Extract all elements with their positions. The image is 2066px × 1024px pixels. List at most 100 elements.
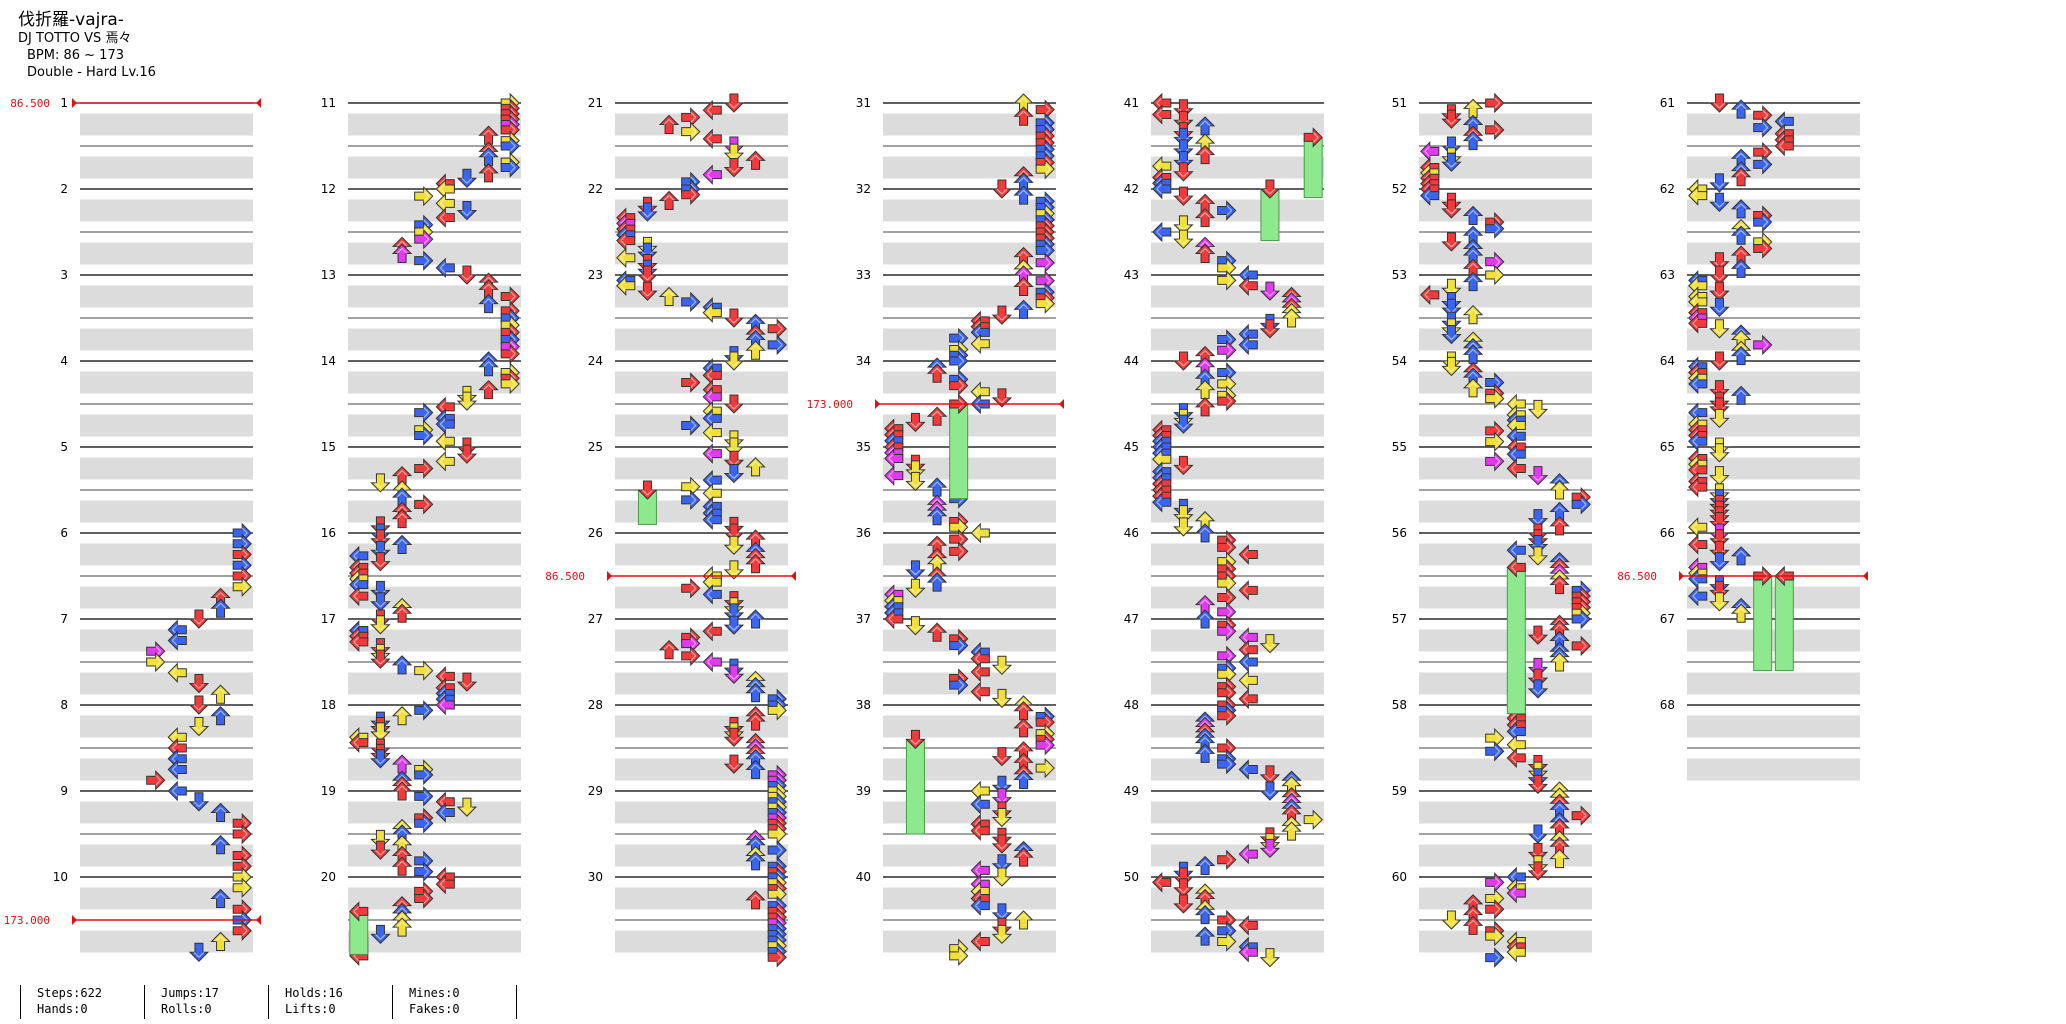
step-arrow [1013, 276, 1034, 296]
beat-shade [80, 715, 253, 738]
beat-shade [615, 414, 788, 437]
step-arrow [1709, 297, 1730, 317]
step-arrow [681, 372, 701, 393]
step-arrow [723, 93, 745, 113]
step-arrow [767, 947, 787, 968]
step-arrow [1485, 92, 1505, 114]
step-arrow [1013, 769, 1034, 790]
measure-number: 14 [321, 354, 336, 368]
beat-shade [883, 328, 1056, 351]
step-arrow [905, 578, 926, 598]
step-arrow [1688, 313, 1708, 334]
beat-shade [1419, 715, 1592, 738]
beat-shade [1419, 457, 1592, 480]
beat-shade [80, 586, 253, 609]
step-arrow [926, 406, 948, 426]
step-arrow [702, 621, 722, 642]
step-arrow [1173, 414, 1194, 434]
step-arrow [1506, 942, 1526, 963]
step-arrow [1709, 408, 1730, 429]
step-arrow [970, 931, 990, 952]
beat-shade [1151, 285, 1324, 308]
step-arrow [1259, 319, 1281, 339]
beat-shade [80, 328, 253, 351]
step-arrow [1281, 821, 1302, 841]
step-arrow [637, 202, 658, 222]
step-arrow [723, 615, 745, 635]
step-arrow [1462, 271, 1484, 292]
measure-number: 42 [1124, 182, 1139, 196]
step-arrow [658, 640, 680, 660]
step-arrow [1753, 211, 1773, 233]
chart-column-7: 61 62 63 64 65 66 67 68 [1660, 96, 1860, 781]
step-arrow [414, 888, 434, 909]
step-arrow [1462, 304, 1484, 325]
measure-number: 19 [321, 784, 336, 798]
measure-number: 32 [856, 182, 871, 196]
step-arrow [723, 308, 745, 328]
step-arrow [435, 431, 455, 452]
beat-shade [348, 844, 521, 867]
beat-shade [80, 887, 253, 910]
beat-shade [1419, 285, 1592, 308]
step-arrow [232, 877, 252, 898]
step-arrow [456, 444, 478, 464]
step-arrow [1152, 221, 1172, 243]
step-arrow [1462, 130, 1484, 151]
step-arrow [1462, 915, 1484, 935]
step-arrow [745, 554, 766, 574]
step-arrow [188, 717, 210, 737]
steps-count: Steps:622 [37, 986, 103, 1000]
beat-shade [883, 844, 1056, 867]
step-arrow [1238, 651, 1258, 673]
measure-number: 11 [321, 96, 336, 110]
beat-shade [348, 242, 521, 265]
measure-number: 58 [1392, 698, 1407, 712]
step-arrow [391, 917, 413, 937]
beat-shade [80, 285, 253, 308]
step-arrow [478, 357, 499, 377]
mines-count: Mines:0 [409, 986, 460, 1000]
step-arrow [1013, 847, 1034, 867]
step-arrow [500, 157, 520, 178]
measure-number: 40 [856, 870, 871, 884]
step-arrow [1485, 431, 1505, 452]
measure-number: 54 [1392, 354, 1407, 368]
step-arrow [1194, 144, 1216, 165]
step-arrow [1709, 93, 1730, 113]
step-arrow [1462, 378, 1484, 398]
step-arrow [949, 350, 969, 372]
beat-shade [615, 715, 788, 738]
step-arrow [1303, 809, 1323, 830]
chart-column-3: 21 22 23 24 25 26 27 28 29 30 [588, 96, 788, 953]
measure-number: 1 [60, 96, 68, 110]
beat-shade [1151, 457, 1324, 480]
step-arrow [1238, 275, 1258, 296]
beat-shade [348, 500, 521, 523]
beat-shade [348, 586, 521, 609]
step-arrow [1173, 162, 1194, 182]
step-arrow [1259, 781, 1281, 801]
step-arrow [414, 228, 434, 250]
step-arrow [414, 425, 434, 446]
step-arrow [1730, 546, 1752, 566]
measure-number: 57 [1392, 612, 1407, 626]
step-arrow [1549, 652, 1570, 672]
beat-shade [80, 371, 253, 394]
beat-shade [883, 371, 1056, 394]
beat-shade [615, 672, 788, 695]
step-arrow [1194, 511, 1216, 531]
step-arrow [1730, 385, 1752, 405]
step-arrow [1730, 345, 1752, 366]
step-arrow [1035, 734, 1055, 756]
measure-number: 43 [1124, 268, 1139, 282]
step-arrow [905, 412, 926, 433]
step-arrow [1194, 207, 1216, 228]
step-arrow [767, 700, 787, 721]
freeze-head-arrow [1303, 127, 1323, 148]
step-arrow [681, 489, 701, 511]
step-chart: 1234567891011121314151617181920212223242… [4, 92, 1868, 968]
beat-shade [1687, 672, 1860, 695]
step-arrow [1527, 546, 1549, 566]
step-arrow [188, 792, 210, 812]
